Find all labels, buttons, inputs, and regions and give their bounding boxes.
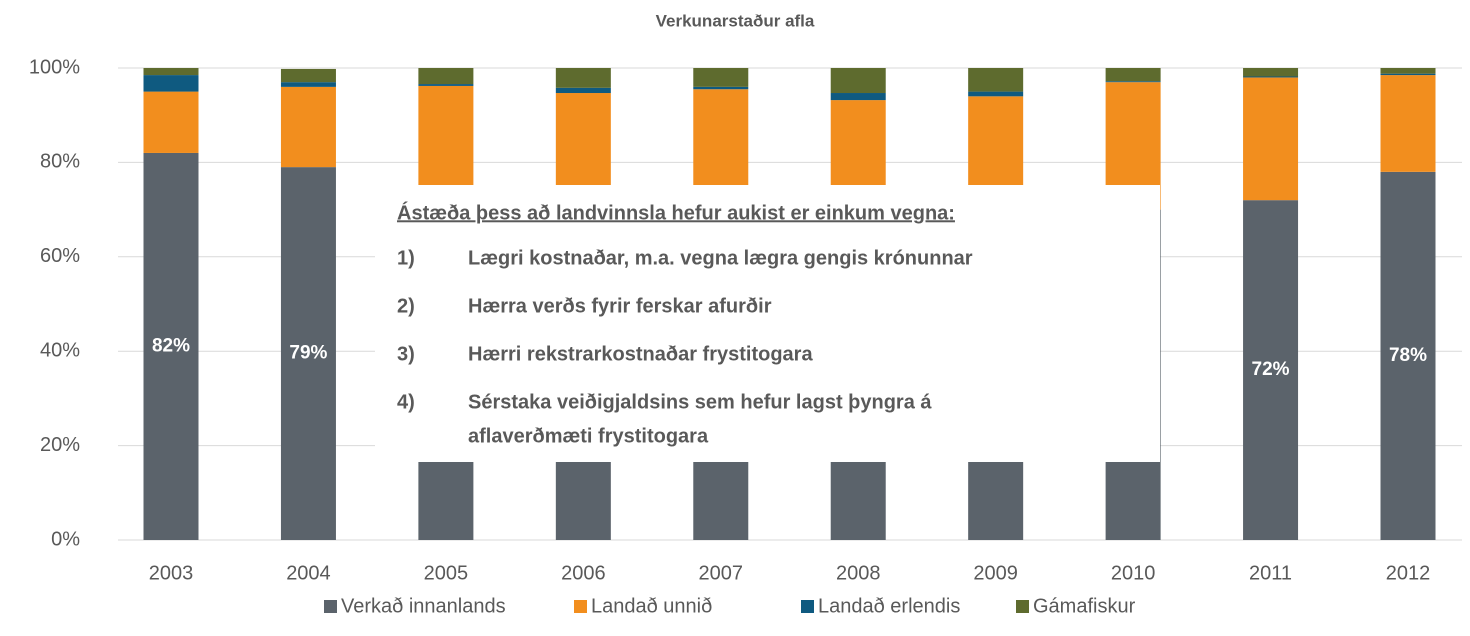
annotation-title: Ástæða þess að landvinnsla hefur aukist … xyxy=(397,201,955,224)
x-tick-label: 2010 xyxy=(1111,562,1156,584)
bar-segment xyxy=(418,85,474,201)
bar-segment xyxy=(693,68,749,87)
data-label: 78% xyxy=(1389,345,1427,366)
legend-label: Landað unnið xyxy=(591,595,712,617)
legend-label: Verkað innanlands xyxy=(341,595,506,617)
chart-title: Verkunarstaður afla xyxy=(656,11,815,30)
legend-swatch xyxy=(1016,600,1029,613)
bar-segment xyxy=(1380,171,1436,540)
annotation-text: Hærra verðs fyrir ferskar afurðir xyxy=(468,295,772,317)
annotation-text: aflaverðmæti frystitogara xyxy=(468,425,709,447)
legend-swatch xyxy=(574,600,587,613)
bar-segment xyxy=(280,167,336,540)
bar-segment xyxy=(1380,68,1436,74)
x-tick-label: 2005 xyxy=(424,562,469,584)
annotation-text: Lægri kostnaðar, m.a. vegna lægra gengis… xyxy=(468,247,973,269)
legend-swatch xyxy=(801,600,814,613)
bar-segment xyxy=(280,82,336,87)
x-tick-label: 2007 xyxy=(699,562,744,584)
y-tick-label: 20% xyxy=(40,434,80,456)
bar-segment xyxy=(418,84,474,86)
x-tick-label: 2009 xyxy=(973,562,1018,584)
y-tick-label: 100% xyxy=(29,56,80,78)
legend-label: Gámafiskur xyxy=(1033,595,1136,617)
data-label: 79% xyxy=(289,343,327,364)
bar-segment xyxy=(693,86,749,90)
legend-swatch xyxy=(324,600,337,613)
y-tick-label: 80% xyxy=(40,151,80,173)
bar-segment xyxy=(830,68,886,94)
data-label: 82% xyxy=(152,335,190,356)
bar-segment xyxy=(280,86,336,168)
bar-segment xyxy=(143,152,199,540)
annotation-number: 1) xyxy=(397,247,415,269)
bar-segment xyxy=(143,68,199,76)
data-label: 72% xyxy=(1252,359,1290,380)
x-tick-label: 2003 xyxy=(149,562,194,584)
y-tick-label: 0% xyxy=(51,528,80,550)
bar-segment xyxy=(143,91,199,153)
annotation-text: Hærri rekstrarkostnaðar frystitogara xyxy=(468,343,813,365)
annotation-number: 3) xyxy=(397,343,415,365)
bar-segment xyxy=(1243,200,1299,540)
bar-segment xyxy=(280,68,336,83)
x-tick-label: 2004 xyxy=(286,562,331,584)
annotation-text: Sérstaka veiðigjaldsins sem hefur lagst … xyxy=(468,391,932,413)
bar-segment xyxy=(1380,75,1436,172)
bar-segment xyxy=(1243,76,1299,78)
y-tick-label: 40% xyxy=(40,339,80,361)
y-tick-label: 60% xyxy=(40,245,80,267)
bar-segment xyxy=(143,75,199,92)
annotation-box xyxy=(375,185,1160,462)
bar-segment xyxy=(968,91,1024,97)
bar-segment xyxy=(1105,68,1161,82)
legend-label: Landað erlendis xyxy=(818,595,960,617)
x-tick-label: 2008 xyxy=(836,562,881,584)
bar-segment xyxy=(1380,73,1436,76)
bar-segment xyxy=(968,68,1024,92)
bar-segment xyxy=(1105,81,1161,83)
bar-segment xyxy=(1243,68,1299,77)
bar-segment xyxy=(418,68,474,85)
bar-segment xyxy=(555,87,611,94)
x-tick-label: 2012 xyxy=(1386,562,1431,584)
bar-segment xyxy=(1243,77,1299,201)
bar-segment xyxy=(830,93,886,101)
annotation-number: 4) xyxy=(397,391,415,413)
bar-segment xyxy=(555,68,611,88)
annotation-number: 2) xyxy=(397,295,415,317)
x-tick-label: 2011 xyxy=(1249,562,1292,584)
x-tick-label: 2006 xyxy=(561,562,606,584)
